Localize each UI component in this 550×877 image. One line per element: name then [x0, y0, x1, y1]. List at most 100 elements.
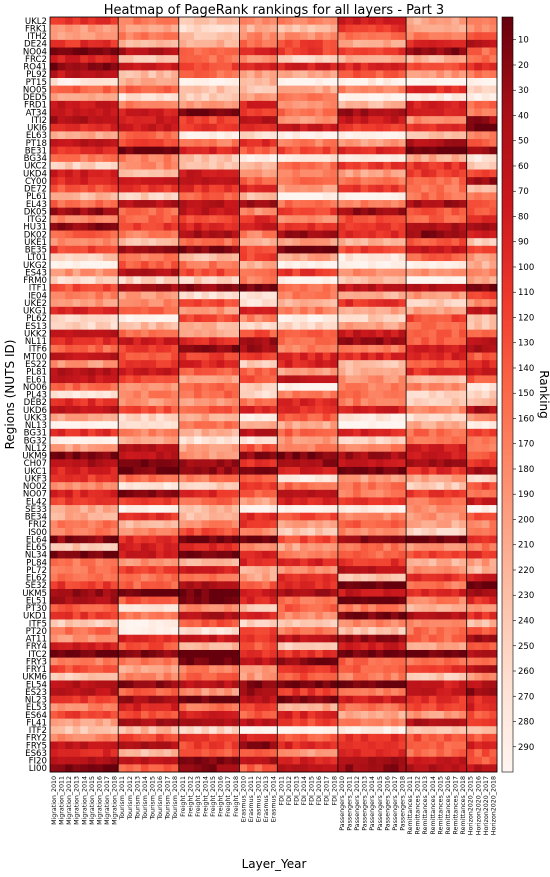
heatmap-cell [428, 596, 437, 605]
heatmap-cell [269, 657, 278, 666]
heatmap-cell [103, 108, 112, 117]
heatmap-cell [201, 24, 210, 33]
heatmap-cell [262, 230, 271, 239]
heatmap-cell [413, 649, 422, 659]
heatmap-cell [140, 62, 149, 71]
heatmap-cell [269, 17, 278, 26]
heatmap-cell [451, 405, 460, 414]
heatmap-cell [178, 657, 187, 666]
heatmap-cell [443, 588, 452, 597]
heatmap-cell [428, 573, 437, 582]
heatmap-cell [436, 192, 445, 201]
heatmap-cell [57, 291, 66, 300]
heatmap-cell [307, 78, 316, 87]
heatmap-cell [209, 527, 218, 536]
heatmap-cell [360, 459, 369, 468]
heatmap-cell [125, 261, 134, 270]
heatmap-cell [398, 70, 407, 79]
heatmap-cell [65, 512, 74, 521]
heatmap-cell [193, 527, 202, 536]
heatmap-cell [239, 642, 248, 651]
heatmap-cell [307, 283, 316, 292]
heatmap-cell [254, 642, 263, 651]
heatmap-cell [50, 367, 58, 376]
heatmap-cell [269, 360, 278, 369]
heatmap-cell [466, 93, 475, 102]
heatmap-cell [163, 100, 172, 109]
heatmap-cell [148, 184, 157, 193]
heatmap-cell [337, 207, 346, 216]
heatmap-cell [186, 93, 195, 102]
heatmap-cell [466, 169, 475, 178]
heatmap-cell [269, 200, 278, 209]
heatmap-cell [292, 268, 301, 277]
heatmap-cell [474, 39, 483, 48]
heatmap-cell [110, 276, 119, 285]
heatmap-cell [246, 268, 255, 277]
heatmap-cell [110, 535, 119, 544]
heatmap-cell [466, 489, 475, 498]
heatmap-cell [87, 459, 96, 468]
heatmap-cell [201, 192, 210, 201]
heatmap-cell [443, 93, 452, 102]
heatmap-cell [110, 413, 119, 422]
heatmap-cell [103, 184, 112, 193]
heatmap-cell [193, 573, 202, 582]
heatmap-cell [87, 604, 96, 613]
heatmap-cell [201, 627, 210, 636]
heatmap-cell [428, 207, 437, 216]
heatmap-cell [315, 131, 324, 140]
heatmap-cell [436, 276, 445, 285]
heatmap-cell [254, 505, 263, 514]
heatmap-cell [103, 444, 112, 453]
heatmap-cell [436, 413, 445, 422]
heatmap-cell [186, 200, 195, 209]
heatmap-cell [80, 100, 89, 109]
heatmap-cell [239, 207, 248, 216]
heatmap-cell [246, 413, 255, 422]
heatmap-cell [368, 245, 377, 254]
heatmap-cell [322, 444, 331, 453]
heatmap-cell [186, 291, 195, 300]
heatmap-cell [193, 222, 202, 231]
heatmap-cell [322, 527, 331, 536]
heatmap-cell [65, 131, 74, 140]
heatmap-cell [201, 85, 210, 94]
heatmap-cell [50, 215, 58, 224]
heatmap-cell [300, 47, 308, 56]
heatmap-cell [368, 108, 377, 117]
heatmap-cell [156, 268, 165, 277]
heatmap-cell [322, 367, 331, 376]
heatmap-cell [406, 642, 415, 651]
heatmap-cell [87, 200, 96, 209]
heatmap-cell [178, 550, 187, 559]
heatmap-cell [110, 344, 119, 353]
heatmap-cell [254, 649, 263, 659]
heatmap-cell [277, 78, 286, 87]
heatmap-cell [140, 436, 149, 445]
heatmap-cell [345, 444, 354, 453]
heatmap-cell [269, 550, 278, 559]
heatmap-cell [80, 566, 89, 575]
heatmap-cell [87, 611, 96, 620]
heatmap-cell [216, 261, 225, 270]
heatmap-cell [133, 466, 142, 475]
heatmap-cell [322, 108, 331, 117]
heatmap-cell [57, 161, 66, 170]
heatmap-cell [451, 47, 460, 56]
heatmap-cell [489, 322, 498, 331]
heatmap-cell [292, 17, 301, 26]
heatmap-cell [72, 383, 81, 392]
heatmap-cell [481, 436, 490, 445]
heatmap-cell [398, 627, 407, 636]
heatmap-cell [459, 649, 468, 659]
heatmap-cell [118, 489, 127, 498]
heatmap-cell [368, 139, 377, 148]
heatmap-cell [231, 322, 240, 331]
heatmap-cell [459, 398, 468, 407]
heatmap-cell [307, 62, 316, 71]
heatmap-cell [178, 535, 187, 544]
heatmap-cell [375, 291, 384, 300]
heatmap-cell [133, 169, 142, 178]
heatmap-cell [436, 550, 445, 559]
